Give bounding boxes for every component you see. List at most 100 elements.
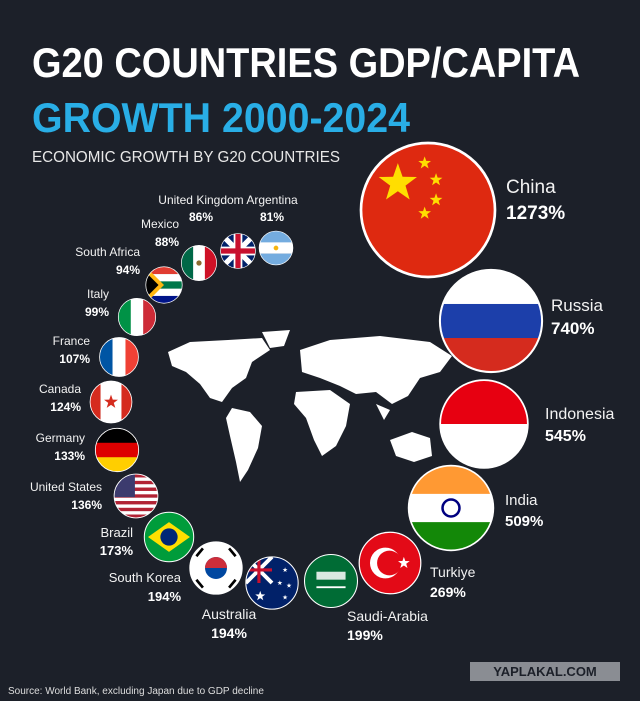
value-label: 545% [545,428,586,445]
country-label: India [505,492,538,509]
flag-part [112,337,126,377]
country-label: United States [30,480,102,494]
flag-part [95,428,139,443]
flag-part [99,337,113,377]
bubble-outline [117,297,157,337]
bubble [181,245,217,281]
flag-part [125,337,139,377]
bubble-outline [220,233,256,269]
flag-part [95,442,139,458]
country-label: Indonesia [545,406,614,423]
country-label: China [506,177,556,198]
country-label: Mexico [141,217,179,231]
bubble [258,230,294,266]
bubble-outline [258,230,294,266]
country-label: South Korea [109,570,182,585]
flag-part [114,501,158,505]
flag [144,512,194,562]
flag-part [259,231,293,243]
flag-part [181,245,194,281]
value-label: 173% [100,543,134,558]
country-label: Australia [202,606,257,622]
flag-part [277,580,283,586]
value-label: 509% [505,513,543,530]
flag-part [286,583,292,588]
flag-part [255,590,266,601]
country-label: Russia [551,296,604,315]
bubble-outline [359,141,497,279]
flag-part [90,381,101,423]
value-label: 269% [430,584,466,600]
value-label: 133% [54,449,85,463]
flag-part [378,163,417,200]
flag-part [204,245,217,281]
bubble [117,297,157,337]
value-label: 94% [116,263,140,277]
value-label: 194% [148,589,182,604]
bubble [303,553,359,609]
bubble-outline [245,556,299,610]
flag [361,143,495,277]
country-label: Canada [39,382,81,396]
flag-part [121,381,132,423]
flag-part [304,554,358,608]
flag-part [114,497,158,502]
flag-part [114,477,158,482]
value-label: 740% [551,319,594,338]
flag-part [316,586,346,589]
country-label: United Kingdom [158,193,243,207]
bubble [439,379,529,469]
flag-part [195,547,237,589]
bubble [245,556,299,610]
flag-part [111,381,122,423]
world-map [168,330,452,482]
flag-part [429,193,443,206]
flag-part [145,274,183,282]
flag [114,474,158,518]
country-label: South Africa [75,245,140,259]
bubble [94,427,140,473]
flag-part [143,298,156,336]
bubble [189,541,243,595]
bubble [143,511,195,563]
flag-part [196,260,202,266]
flag-part [273,245,279,251]
flag-part [398,556,410,568]
flag-part [282,567,288,573]
bubble [89,380,133,424]
flag-part [114,511,158,515]
flag [145,266,183,304]
country-label: Germany [36,431,85,445]
value-label: 81% [260,210,284,224]
flag-part [429,173,443,186]
flag [359,532,421,594]
bubble [407,464,495,552]
flag [99,337,139,377]
bubble [359,141,497,279]
flag-part [114,480,158,485]
flag-part [118,298,131,336]
flag [90,381,132,423]
country-label: Saudi-Arabia [347,608,428,624]
flag-part [130,298,144,336]
country-label: Italy [87,287,109,301]
bubble-outline [358,531,422,595]
bubble-outline [407,464,495,552]
bubble [99,337,139,377]
flag-part [245,556,272,583]
watermark-box [470,662,620,681]
value-label: 99% [85,305,109,319]
bubble [145,266,183,304]
flag [95,428,139,472]
flag-part [145,281,183,289]
country-label: Turkiye [430,564,476,580]
title-highlight: GROWTH 2000-2024 [32,94,411,141]
flag-part [316,571,346,580]
flag-part [114,507,158,512]
flag-part [145,295,183,304]
bubble-outline [113,473,159,519]
flag [181,245,217,281]
flag-part [114,490,158,495]
watermark: YAPLAKAL.COM [493,664,597,679]
flag-part [220,233,256,269]
